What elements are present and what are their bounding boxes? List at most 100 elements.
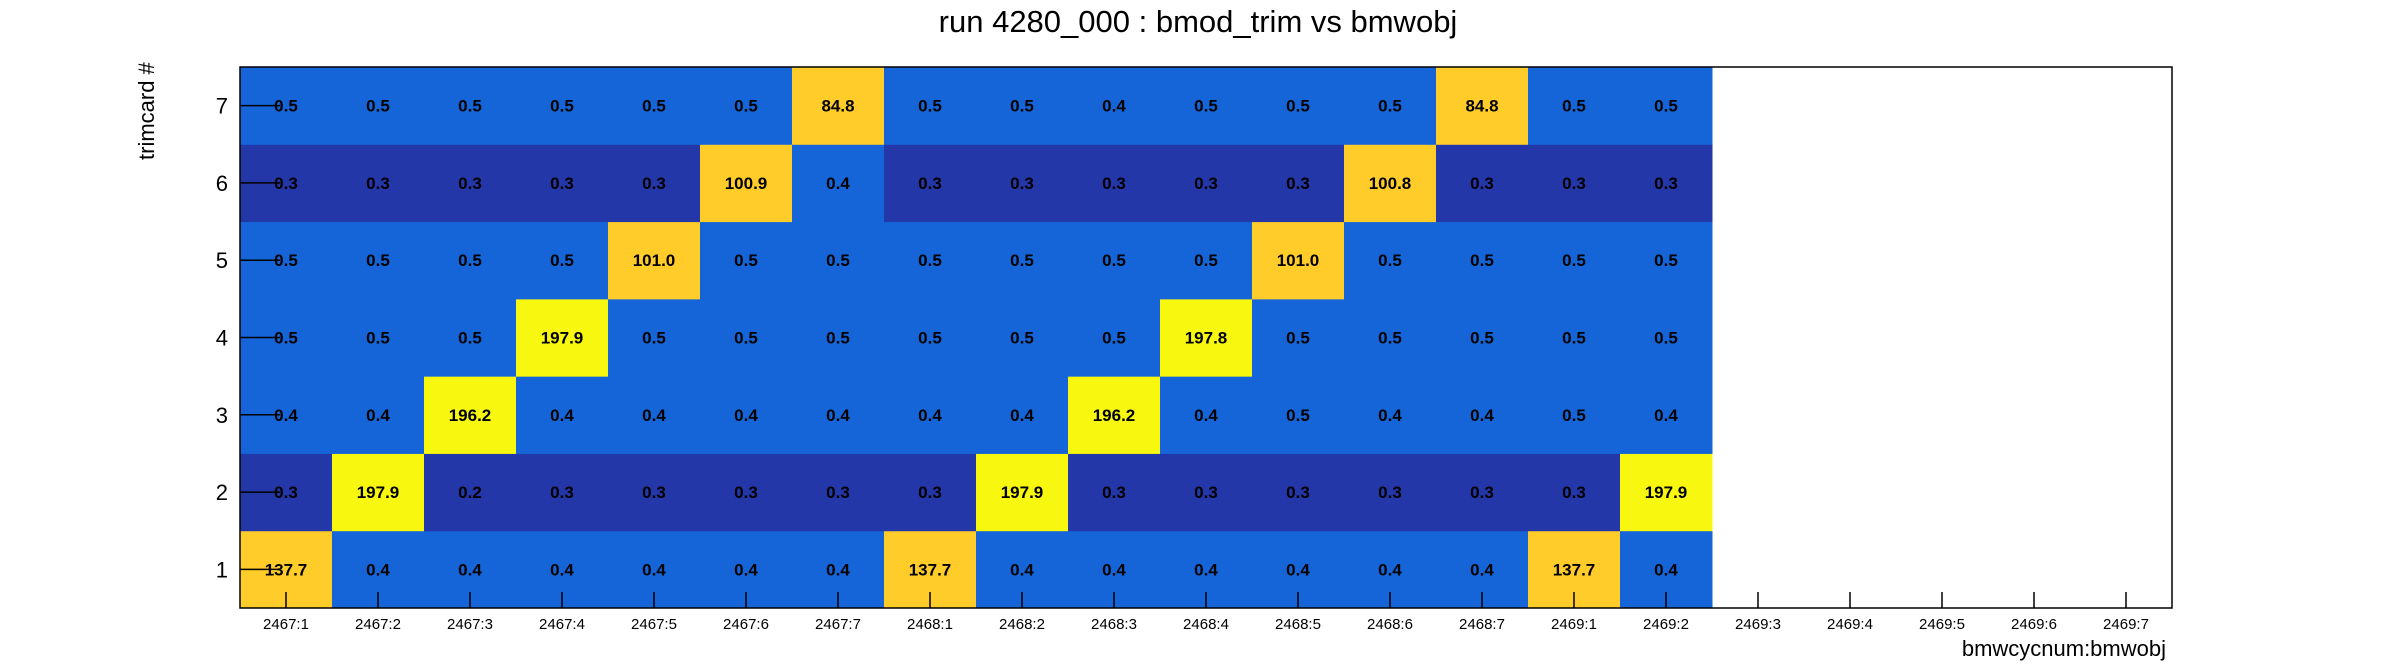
cell-value-label: 0.5 [918, 97, 942, 116]
heatmap-cell [516, 144, 609, 223]
heatmap-cell [1528, 376, 1621, 454]
x-axis-label: bmwcycnum:bmwobj [1962, 636, 2166, 661]
heatmap-cell [1436, 144, 1529, 223]
y-tick-label: 6 [216, 171, 228, 196]
heatmap-cell-labels: 137.7 0.4 0.4 0.4 0.4 0.4 0.4 137.7 0.4 0.4 0.4 0.4… [265, 97, 1688, 580]
x-tick-label: 2468:2 [999, 616, 1045, 633]
cell-value-label: 197.9 [541, 329, 584, 348]
cell-value-label: 197.8 [1185, 329, 1228, 348]
cell-value-label: 0.4 [642, 406, 666, 425]
cell-value-label: 0.5 [826, 251, 850, 270]
heatmap-cell [1528, 221, 1621, 300]
heatmap-cell [516, 298, 609, 377]
heatmap-cell [1344, 67, 1437, 145]
heatmap-cell [424, 67, 517, 145]
heatmap-cell [976, 67, 1069, 145]
cell-value-label: 0.2 [458, 483, 482, 502]
cell-value-label: 0.5 [458, 329, 482, 348]
cell-value-label: 100.8 [1369, 174, 1412, 193]
cell-value-label: 0.5 [1194, 97, 1218, 116]
cell-value-label: 0.3 [1102, 483, 1126, 502]
cell-value-label: 0.4 [1378, 406, 1402, 425]
heatmap-cell [332, 376, 425, 454]
cell-value-label: 0.3 [1470, 483, 1494, 502]
heatmap-cell [516, 221, 609, 300]
cell-value-label: 101.0 [1277, 251, 1320, 270]
cell-value-label: 0.3 [1194, 174, 1218, 193]
x-tick-label: 2469:6 [2011, 616, 2057, 633]
cell-value-label: 0.4 [366, 560, 390, 579]
cell-value-label: 0.5 [1562, 97, 1586, 116]
x-tick-label: 2467:1 [263, 616, 309, 633]
cell-value-label: 0.4 [1654, 560, 1678, 579]
heatmap-cell [700, 144, 793, 223]
cell-value-label: 0.5 [1378, 329, 1402, 348]
cell-value-label: 0.5 [1562, 251, 1586, 270]
heatmap-cell [1160, 376, 1253, 454]
cell-value-label: 0.4 [642, 560, 666, 579]
cell-value-label: 197.9 [357, 483, 400, 502]
x-tick-label: 2468:5 [1275, 616, 1321, 633]
cell-value-label: 0.4 [550, 560, 574, 579]
cell-value-label: 0.4 [918, 406, 942, 425]
cell-value-label: 0.5 [1286, 97, 1310, 116]
cell-value-label: 0.5 [1562, 329, 1586, 348]
heatmap-cell [424, 221, 517, 300]
cell-value-label: 0.5 [734, 329, 758, 348]
x-tick-label: 2469:7 [2103, 616, 2149, 633]
y-tick-label: 5 [216, 248, 228, 273]
heatmap-cell [976, 298, 1069, 377]
cell-value-label: 0.5 [1194, 251, 1218, 270]
cell-value-label: 0.3 [642, 483, 666, 502]
cell-value-label: 196.2 [1093, 406, 1136, 425]
x-tick-label: 2468:1 [907, 616, 953, 633]
heatmap-cell [516, 67, 609, 145]
heatmap-cell [1436, 376, 1529, 454]
cell-value-label: 0.3 [642, 174, 666, 193]
x-tick-label: 2467:6 [723, 616, 769, 633]
heatmap-cell [1252, 144, 1345, 223]
y-tick-label: 1 [216, 557, 228, 582]
heatmap-cell [1528, 144, 1621, 223]
cell-value-label: 0.4 [1286, 560, 1310, 579]
cell-value-label: 0.3 [1654, 174, 1678, 193]
cell-value-label: 0.3 [1470, 174, 1494, 193]
cell-value-label: 0.5 [734, 97, 758, 116]
heatmap-cell [516, 453, 609, 532]
y-axis-ticks: 1 2 3 4 5 6 7 [216, 94, 280, 582]
heatmap-cell [884, 67, 977, 145]
heatmap-cell [1528, 67, 1621, 145]
heatmap-cell [1344, 144, 1437, 223]
cell-value-label: 0.4 [1378, 560, 1402, 579]
heatmap-cell [1252, 376, 1345, 454]
cell-value-label: 0.4 [458, 560, 482, 579]
cell-value-label: 0.3 [1286, 483, 1310, 502]
cell-value-label: 0.3 [458, 174, 482, 193]
heatmap-cell [1160, 67, 1253, 145]
x-tick-label: 2467:4 [539, 616, 585, 633]
cell-value-label: 196.2 [449, 406, 492, 425]
heatmap-cell [700, 453, 793, 532]
cell-value-label: 0.5 [1470, 251, 1494, 270]
heatmap-cell [792, 144, 885, 223]
heatmap-cell [608, 376, 701, 454]
heatmap-cell [976, 453, 1069, 532]
cell-value-label: 101.0 [633, 251, 676, 270]
heatmap-cell [1252, 453, 1345, 532]
cell-value-label: 0.5 [274, 329, 298, 348]
heatmap-cell [1068, 453, 1161, 532]
heatmap-cell [1068, 67, 1161, 145]
heatmap-cell [1068, 298, 1161, 377]
cell-value-label: 197.9 [1645, 483, 1688, 502]
cell-value-label: 0.5 [550, 97, 574, 116]
cell-value-label: 0.4 [826, 560, 850, 579]
cell-value-label: 0.5 [274, 251, 298, 270]
heatmap-cell [884, 144, 977, 223]
heatmap-cell [1160, 221, 1253, 300]
cell-value-label: 0.4 [826, 174, 850, 193]
heatmap-cell [332, 453, 425, 532]
heatmap-cell [1620, 453, 1713, 532]
heatmap-cell [792, 67, 885, 145]
cell-value-label: 0.5 [1654, 97, 1678, 116]
heatmap-cell [1068, 144, 1161, 223]
